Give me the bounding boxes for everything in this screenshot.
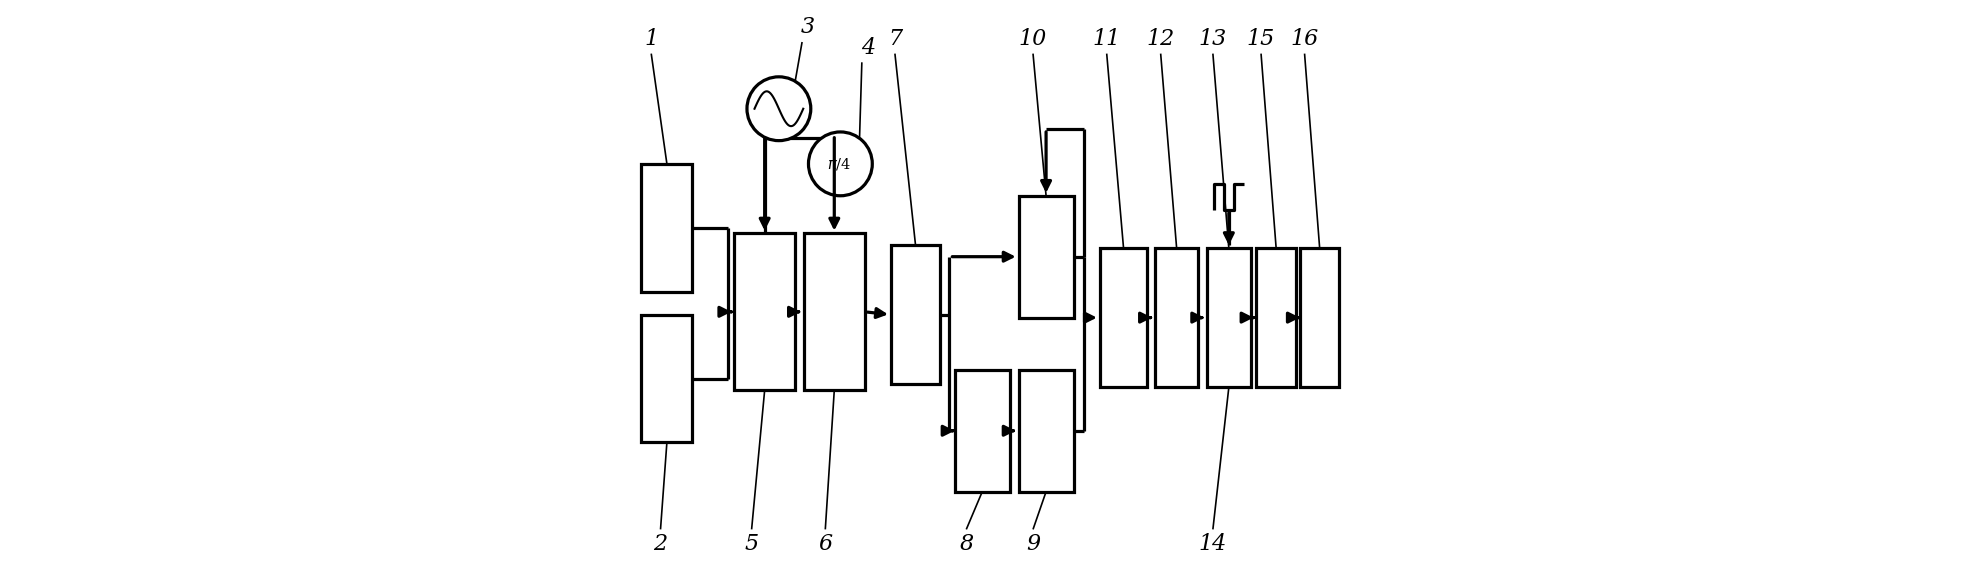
Text: 9: 9 bbox=[1025, 533, 1041, 555]
Bar bbox=[954, 370, 1009, 491]
Text: 14: 14 bbox=[1199, 533, 1227, 555]
Text: 13: 13 bbox=[1199, 28, 1227, 50]
Circle shape bbox=[809, 132, 873, 196]
Text: 12: 12 bbox=[1146, 28, 1176, 50]
Text: $\pi$/4: $\pi$/4 bbox=[827, 156, 851, 172]
Text: 11: 11 bbox=[1092, 28, 1120, 50]
Bar bbox=[1300, 248, 1340, 387]
Text: 7: 7 bbox=[889, 28, 902, 50]
Bar bbox=[1019, 196, 1075, 318]
Bar bbox=[1257, 248, 1296, 387]
Bar bbox=[1207, 248, 1251, 387]
Text: 10: 10 bbox=[1019, 28, 1047, 50]
Bar bbox=[641, 315, 693, 442]
Text: 2: 2 bbox=[653, 533, 667, 555]
Text: 6: 6 bbox=[817, 533, 833, 555]
Circle shape bbox=[746, 77, 811, 141]
Bar bbox=[891, 245, 940, 384]
Bar bbox=[734, 233, 796, 390]
Text: 5: 5 bbox=[744, 533, 758, 555]
Text: 1: 1 bbox=[645, 28, 659, 50]
Bar bbox=[641, 164, 693, 292]
Bar bbox=[803, 233, 865, 390]
Text: 8: 8 bbox=[960, 533, 974, 555]
Bar bbox=[1100, 248, 1148, 387]
Text: 16: 16 bbox=[1290, 28, 1318, 50]
Text: 15: 15 bbox=[1247, 28, 1274, 50]
Bar bbox=[1019, 370, 1075, 491]
Bar bbox=[1156, 248, 1199, 387]
Text: 4: 4 bbox=[861, 37, 875, 59]
Text: 3: 3 bbox=[801, 16, 815, 38]
